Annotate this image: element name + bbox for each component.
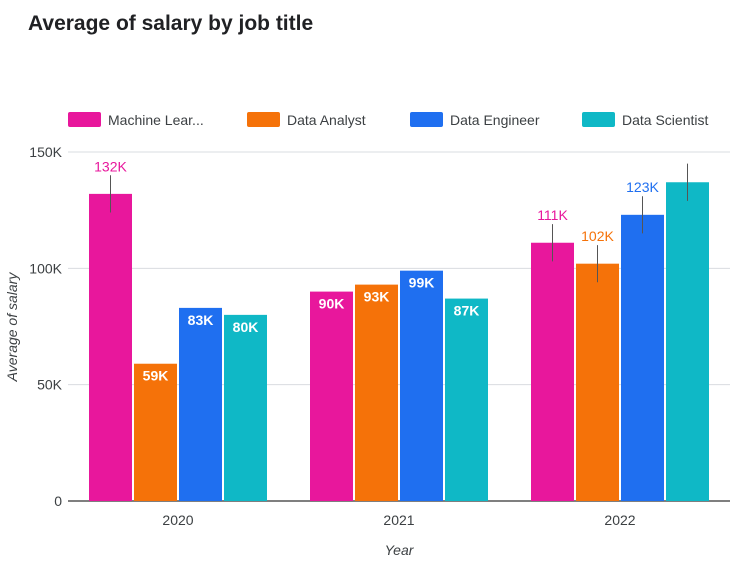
data-label: 102K: [581, 228, 614, 244]
data-label: 80K: [233, 319, 259, 335]
legend-item: Data Analyst: [247, 112, 366, 128]
data-label: 83K: [188, 312, 214, 328]
chart-title: Average of salary by job title: [28, 12, 313, 35]
data-label: 111K: [537, 207, 568, 223]
bar: [355, 284, 398, 501]
y-tick-label: 50K: [37, 377, 63, 393]
legend-label: Machine Lear...: [108, 112, 204, 128]
bar: [134, 363, 177, 501]
data-label: 123K: [626, 179, 659, 195]
bar: [445, 298, 488, 501]
bar: [224, 314, 267, 501]
legend-swatch: [410, 112, 443, 127]
legend-label: Data Analyst: [287, 112, 366, 128]
data-label: 99K: [409, 275, 435, 291]
legend-swatch: [247, 112, 280, 127]
bar: [576, 263, 619, 501]
data-label: 59K: [143, 368, 169, 384]
legend-swatch: [582, 112, 615, 127]
x-axis-label: Year: [385, 542, 415, 558]
legend-item: Machine Lear...: [68, 112, 204, 128]
y-axis-label: Average of salary: [4, 272, 20, 383]
legend: Machine Lear... Data Analyst Data Engineer…: [68, 112, 708, 128]
legend-item: Data Engineer: [410, 112, 540, 128]
data-label: 90K: [319, 296, 345, 312]
y-tick-label: 100K: [29, 260, 62, 276]
bar: [310, 291, 353, 501]
legend-label: Data Scientist: [622, 112, 708, 128]
bar: [400, 270, 443, 501]
legend-swatch: [68, 112, 101, 127]
x-tick-label: 2021: [383, 512, 414, 528]
legend-item: Data Scientist: [582, 112, 708, 128]
x-axis: 2020 2021 2022: [162, 512, 635, 528]
y-tick-label: 150K: [29, 144, 62, 160]
data-label: 87K: [454, 303, 480, 319]
bar: [89, 193, 132, 501]
y-axis: 0 50K 100K 150K: [29, 144, 62, 509]
y-tick-label: 0: [54, 493, 62, 509]
bar: [179, 307, 222, 501]
x-tick-label: 2022: [604, 512, 635, 528]
bar: [531, 242, 574, 502]
bar: [666, 182, 709, 501]
bar: [621, 214, 664, 501]
data-label: 132K: [94, 158, 127, 174]
data-label: 93K: [364, 289, 390, 305]
legend-label: Data Engineer: [450, 112, 540, 128]
bars: 132K 59K 83K 80K 90K 93K 99K 87K 111K 102K 123K: [89, 158, 709, 502]
gridlines: [68, 151, 730, 502]
x-tick-label: 2020: [162, 512, 193, 528]
